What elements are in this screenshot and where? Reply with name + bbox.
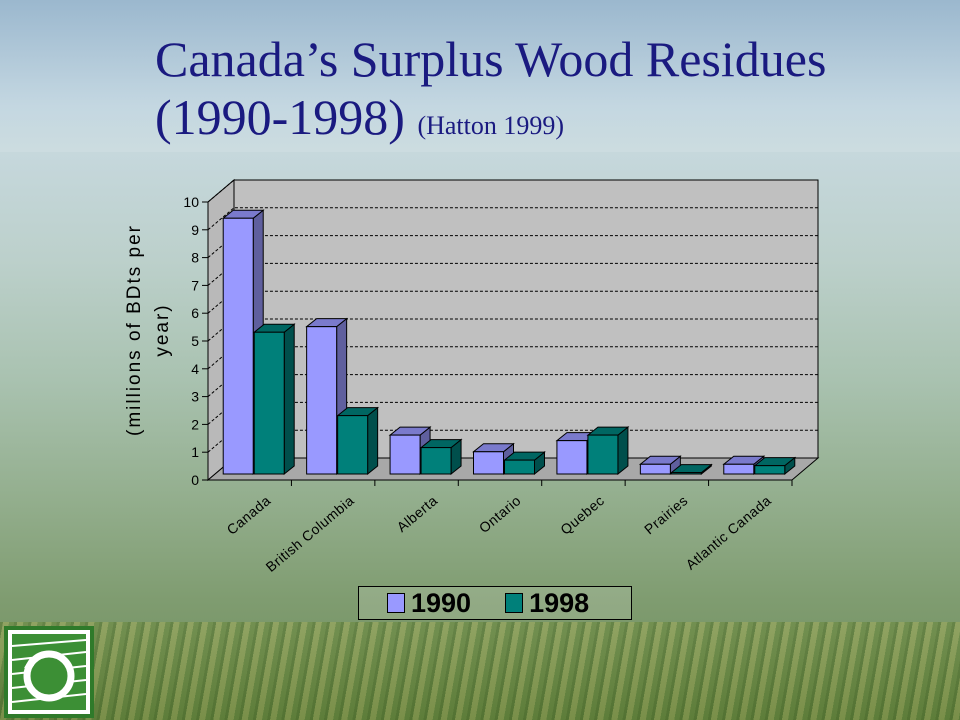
bar-side (283, 323, 295, 476)
gridline (207, 318, 818, 342)
bar-1998-quebec (586, 426, 630, 476)
y-tick-label: 2 (191, 416, 199, 432)
bar-front (389, 434, 421, 475)
bar-front (306, 326, 338, 475)
y-tick-label: 4 (191, 361, 199, 377)
bar-front (723, 463, 755, 475)
bar-1998-atlantic-canada (753, 456, 797, 476)
gridlines (207, 179, 818, 453)
x-tick-label: Quebec (557, 492, 607, 538)
bar-front (473, 451, 504, 475)
bar-front (754, 465, 786, 475)
y-tick-label: 1 (191, 444, 199, 460)
gridline (207, 207, 818, 231)
legend-swatch-1990 (387, 593, 405, 613)
gridline (207, 179, 818, 203)
legend-label-1998: 1998 (529, 587, 590, 618)
title-source: (Hatton 1999) (417, 111, 565, 140)
y-tick-label: 0 (191, 472, 199, 488)
x-tick-label: Alberta (394, 492, 441, 535)
y-tick-label: 9 (191, 222, 199, 238)
gridline (207, 235, 818, 258)
x-tick-label: Prairies (641, 492, 691, 537)
bar-1998-ontario (503, 451, 546, 476)
bar-front (222, 217, 254, 475)
bar-1990-atlantic-canada (722, 455, 766, 476)
title-band (0, 0, 960, 152)
y-tick-label: 10 (183, 194, 199, 210)
bar-front (504, 459, 535, 475)
y-tick-labels: 0 1 2 3 4 5 6 7 8 9 10 (183, 194, 792, 488)
x-tick-label: Atlantic Canada (682, 492, 774, 573)
bar-1998-british-columbia (336, 406, 380, 476)
bar-front (639, 463, 671, 475)
gridline (207, 346, 818, 370)
y-tick-label: 3 (191, 389, 199, 405)
y-tick-label: 5 (191, 333, 199, 349)
legend-swatch-1998 (505, 593, 524, 613)
recycle-logo (4, 626, 94, 718)
y-axis-label: (millions of BDts per year) (124, 224, 173, 436)
gridline (207, 262, 818, 286)
x-tick-label: Canada (223, 492, 273, 538)
y-tick-label: 7 (191, 277, 199, 293)
title-line-2: (1990-1998) (155, 89, 405, 145)
y-axis-label-line: year) (152, 303, 173, 356)
bar-1998-alberta (419, 438, 463, 476)
gridline (207, 290, 818, 314)
chart-legend: 1990 1998 (358, 586, 632, 620)
bar-side (367, 406, 379, 476)
bars (221, 209, 797, 476)
y-axis-label-line: (millions of BDts per (124, 224, 145, 436)
legend-item-1990: 1990 (387, 588, 471, 619)
bar-1998-prairies (669, 463, 713, 476)
x-tick-label: British Columbia (263, 492, 358, 575)
grass-photo-strip (0, 622, 960, 720)
gridline (207, 429, 818, 453)
gridline (207, 401, 818, 425)
y-tick-label: 6 (191, 305, 199, 321)
bar-front (420, 447, 452, 475)
bar-front (337, 415, 369, 475)
bar-front (587, 434, 619, 475)
legend-item-1998: 1998 (505, 588, 589, 619)
slide-title: Canada’s Surplus Wood Residues (1990-199… (155, 30, 826, 155)
x-tick-label: Ontario (476, 492, 524, 536)
bar-front (253, 331, 285, 475)
plot-walls (206, 178, 820, 482)
y-tick-label: 8 (191, 250, 199, 266)
title-line-1: Canada’s Surplus Wood Residues (155, 31, 827, 87)
bar-1990-prairies (638, 455, 682, 476)
bar-front (556, 440, 588, 475)
legend-label-1990: 1990 (411, 587, 472, 618)
gridline (207, 374, 818, 397)
bar-1998-canada (252, 323, 296, 476)
bar-front (670, 472, 702, 475)
